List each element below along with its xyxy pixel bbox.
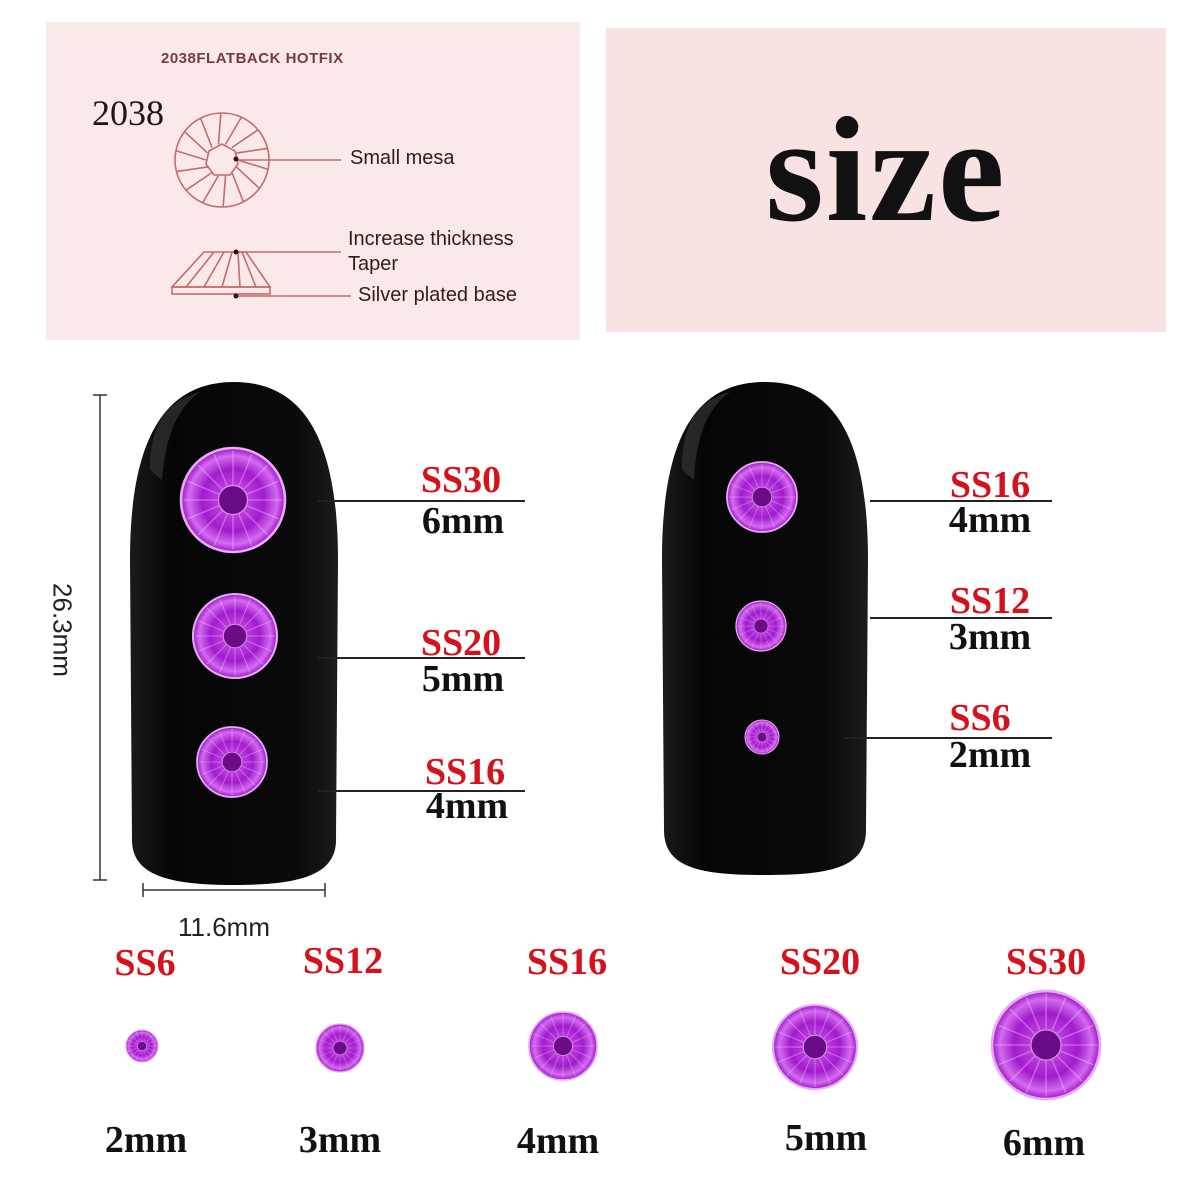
size-mm: 5mm: [421, 658, 505, 700]
nail-width-label: 11.6mm: [178, 912, 270, 942]
rhinestone-icon: [196, 726, 268, 798]
top-view-sketch: [174, 112, 341, 208]
size-code: SS30: [1005, 941, 1087, 983]
rhinestone-icon: [191, 592, 279, 680]
rhinestone-icon: [771, 1003, 859, 1091]
size-code: SS16: [949, 464, 1031, 506]
leader-line: [870, 617, 1052, 619]
callout-increase-thickness: Increase thickness: [348, 228, 514, 250]
size-code: SS12: [302, 940, 384, 982]
size-code: SS6: [949, 697, 1011, 739]
size-code: SS20: [420, 622, 502, 664]
size-code: SS12: [949, 580, 1031, 622]
size-code: SS6: [114, 942, 176, 984]
size-mm: 6mm: [421, 500, 505, 542]
model-number: 2038: [92, 93, 164, 133]
rhinestone-icon: [726, 461, 798, 533]
size-code: SS20: [779, 941, 861, 983]
rhinestone-icon: [315, 1023, 365, 1073]
title-panel: size: [606, 28, 1166, 332]
size-mm: 3mm: [948, 616, 1032, 658]
leader-line: [318, 500, 525, 502]
rhinestone-icon: [990, 989, 1102, 1101]
callout-silver-base: Silver plated base: [358, 284, 517, 306]
nail-height-label: 26.3mm: [47, 583, 78, 677]
size-mm: 2mm: [104, 1119, 188, 1161]
title: size: [765, 87, 1007, 253]
size-mm: 5mm: [784, 1117, 868, 1159]
leader-line: [870, 500, 1052, 502]
mesa-dot: [233, 156, 239, 162]
size-code: SS30: [420, 459, 502, 501]
product-header: 2038FLATBACK HOTFIX: [161, 50, 344, 67]
rhinestone-icon: [179, 446, 287, 554]
size-mm: 6mm: [1002, 1122, 1086, 1164]
rhinestone-sketch: [170, 112, 351, 299]
leader-line: [318, 657, 525, 659]
leader-line: [318, 790, 525, 792]
callout-small-mesa: Small mesa: [350, 147, 455, 169]
dimension-lines: [93, 394, 326, 897]
structure-panel: 2038FLATBACK HOTFIX 2038 Small mesa Inc: [46, 22, 580, 340]
size-mm: 4mm: [516, 1120, 600, 1162]
size-code: SS16: [526, 941, 608, 983]
size-mm: 4mm: [948, 499, 1032, 541]
size-code: SS16: [424, 751, 506, 793]
rhinestone-icon: [744, 719, 780, 755]
size-mm: 4mm: [425, 785, 509, 827]
rhinestone-icon: [735, 600, 787, 652]
rhinestone-icon: [125, 1029, 159, 1063]
leader-line: [845, 737, 1052, 739]
size-mm: 3mm: [298, 1119, 382, 1161]
size-mm: 2mm: [948, 734, 1032, 776]
side-view-sketch: [170, 251, 351, 297]
rhinestone-icon: [528, 1011, 598, 1081]
callout-taper: Taper: [348, 253, 399, 275]
